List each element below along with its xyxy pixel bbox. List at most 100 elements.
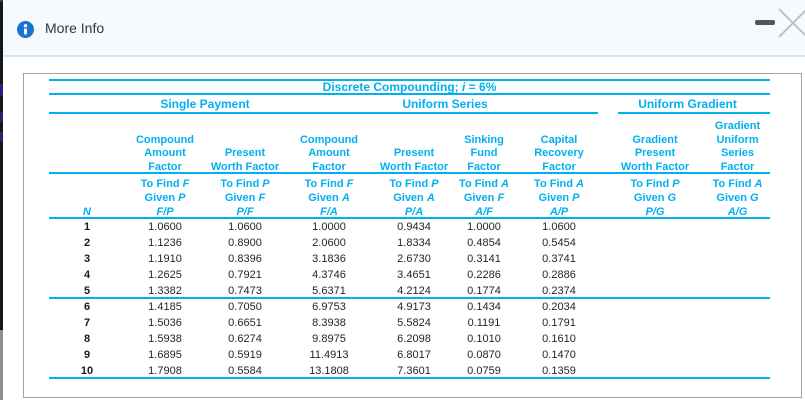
group-header: Single Payment <box>160 97 250 111</box>
table-row: 8 1.5938 0.6274 9.8975 6.2098 0.1010 0.1610 <box>49 331 770 347</box>
factor-value-cell: 1.1236 <box>148 237 182 249</box>
factor-value-cell <box>705 235 770 251</box>
table-row: 7 1.5036 0.6651 8.3938 5.5824 0.1191 0.1791 <box>49 315 770 331</box>
factor-value-cell <box>705 315 770 331</box>
table-rule <box>49 297 770 299</box>
factor-value-cell: 0.8900 <box>228 237 262 249</box>
background-edge-segment <box>0 330 3 400</box>
factor-value-cell: 0.1010 <box>467 333 501 345</box>
factor-value-cell <box>605 235 705 251</box>
table-row: 1 1.0600 1.0600 1.0000 0.9434 1.0000 1.0600 <box>49 219 770 235</box>
factor-value-cell <box>705 299 770 315</box>
factor-value-cell: 1.8334 <box>397 237 431 249</box>
n-value-cell: 5 <box>83 285 91 297</box>
factor-value-cell: 0.3741 <box>542 253 576 265</box>
n-value-cell: 7 <box>83 317 91 329</box>
factor-value-cell: 6.8017 <box>397 349 431 361</box>
table-rule <box>49 112 598 114</box>
table-rule <box>49 217 770 219</box>
background-edge-segment <box>0 112 3 122</box>
factor-value-cell: 5.5824 <box>397 317 431 329</box>
table-title: Discrete Compounding; i = 6% <box>322 80 497 94</box>
factor-value-cell: 0.3141 <box>467 253 501 265</box>
group-header: Uniform Gradient <box>638 97 737 111</box>
factor-value-cell <box>605 347 705 363</box>
factor-value-cell: 11.4913 <box>309 349 349 361</box>
n-value-cell: 2 <box>83 237 91 249</box>
factor-value-cell: 6.9753 <box>312 301 346 313</box>
factor-value-cell: 3.4651 <box>397 269 431 281</box>
factor-value-cell: 0.1470 <box>542 349 576 361</box>
close-icon <box>778 8 805 38</box>
group-header: Uniform Series <box>402 97 488 111</box>
n-value-cell: 4 <box>83 269 91 281</box>
factor-value-cell: 0.0870 <box>467 349 501 361</box>
factor-value-cell: 0.1434 <box>467 301 501 313</box>
factor-value-cell: 0.5454 <box>542 237 576 249</box>
factor-value-cell: 7.3601 <box>397 365 431 377</box>
column-header: To Find F Given A F/A <box>304 178 354 218</box>
factor-value-cell: 1.0600 <box>542 221 576 233</box>
n-value-cell: 9 <box>83 349 91 361</box>
factor-value-cell: 0.1610 <box>542 333 576 345</box>
n-value-cell: 8 <box>83 333 91 345</box>
factor-value-cell <box>605 331 705 347</box>
factor-name-header: Present Worth Factor <box>379 147 449 173</box>
n-value-cell: 3 <box>83 253 91 265</box>
column-header: To Find P Given A P/A <box>389 178 439 218</box>
factor-value-cell: 2.0600 <box>312 237 346 249</box>
factor-name-header: Sinking Fund Factor <box>464 133 504 173</box>
factor-value-cell <box>605 251 705 267</box>
factor-value-cell: 0.5919 <box>228 349 262 361</box>
interest-factor-table: Discrete Compounding; i = 6% Single Payme… <box>49 80 770 379</box>
factor-value-cell: 1.7908 <box>148 365 182 377</box>
column-header: To Find A Given P A/P <box>534 178 584 218</box>
factor-value-cell: 1.6895 <box>148 349 182 361</box>
table-row: 5 1.3382 0.7473 5.6371 4.2124 0.1774 0.2374 <box>49 283 770 299</box>
factor-value-cell: 1.5938 <box>148 333 182 345</box>
table-row: 10 1.7908 0.5584 13.1808 7.3601 0.0759 0.1359 <box>49 363 770 379</box>
factor-value-cell: 4.2124 <box>397 285 431 297</box>
table-row: 6 1.4185 0.7050 6.9753 4.9173 0.1434 0.2034 <box>49 299 770 315</box>
factor-value-cell: 0.8396 <box>228 253 262 265</box>
dialog-header: More Info <box>3 0 805 57</box>
factor-value-cell: 1.3382 <box>148 285 182 297</box>
factor-value-cell: 0.4854 <box>467 237 501 249</box>
factor-value-cell <box>605 219 705 235</box>
factor-value-cell: 1.0000 <box>467 221 501 233</box>
factor-value-cell: 8.3938 <box>312 317 346 329</box>
group-header-spacer <box>49 94 125 114</box>
table-rule <box>49 79 770 81</box>
n-value-cell: 10 <box>80 365 94 377</box>
minimize-button[interactable] <box>755 20 775 26</box>
n-value-cell: 6 <box>83 301 91 313</box>
column-header: N <box>83 206 91 218</box>
table-row: 3 1.1910 0.8396 3.1836 2.6730 0.3141 0.3741 <box>49 251 770 267</box>
factor-value-cell <box>705 267 770 283</box>
column-header: To Find F Given P F/P <box>140 178 190 218</box>
factor-value-cell: 0.1191 <box>467 317 501 329</box>
factor-value-cell: 4.9173 <box>397 301 431 313</box>
factor-value-cell: 1.0600 <box>148 221 182 233</box>
background-edge-segment <box>0 84 3 96</box>
factor-value-cell: 6.2098 <box>397 333 431 345</box>
n-value-cell: 1 <box>83 221 91 233</box>
table-row: 2 1.1236 0.8900 2.0600 1.8334 0.4854 0.5454 <box>49 235 770 251</box>
factor-value-cell: 1.5036 <box>148 317 182 329</box>
factor-name-header: Capital Recovery Factor <box>534 133 584 173</box>
background-window-edge <box>0 0 3 400</box>
minimize-icon <box>755 20 775 25</box>
factor-value-cell: 2.6730 <box>397 253 431 265</box>
info-icon <box>17 21 34 38</box>
factor-name-header: Present Worth Factor <box>210 147 280 173</box>
column-header: To Find P Given G P/G <box>630 178 680 218</box>
factor-value-cell: 1.0600 <box>228 221 262 233</box>
factor-value-cell: 0.6274 <box>228 333 262 345</box>
close-button[interactable] <box>776 6 805 40</box>
factor-value-cell: 0.7921 <box>228 269 262 281</box>
factor-value-cell <box>705 331 770 347</box>
factor-value-cell: 0.2374 <box>542 285 576 297</box>
factor-value-cell: 0.9434 <box>397 221 431 233</box>
factor-value-cell: 0.1791 <box>542 317 576 329</box>
